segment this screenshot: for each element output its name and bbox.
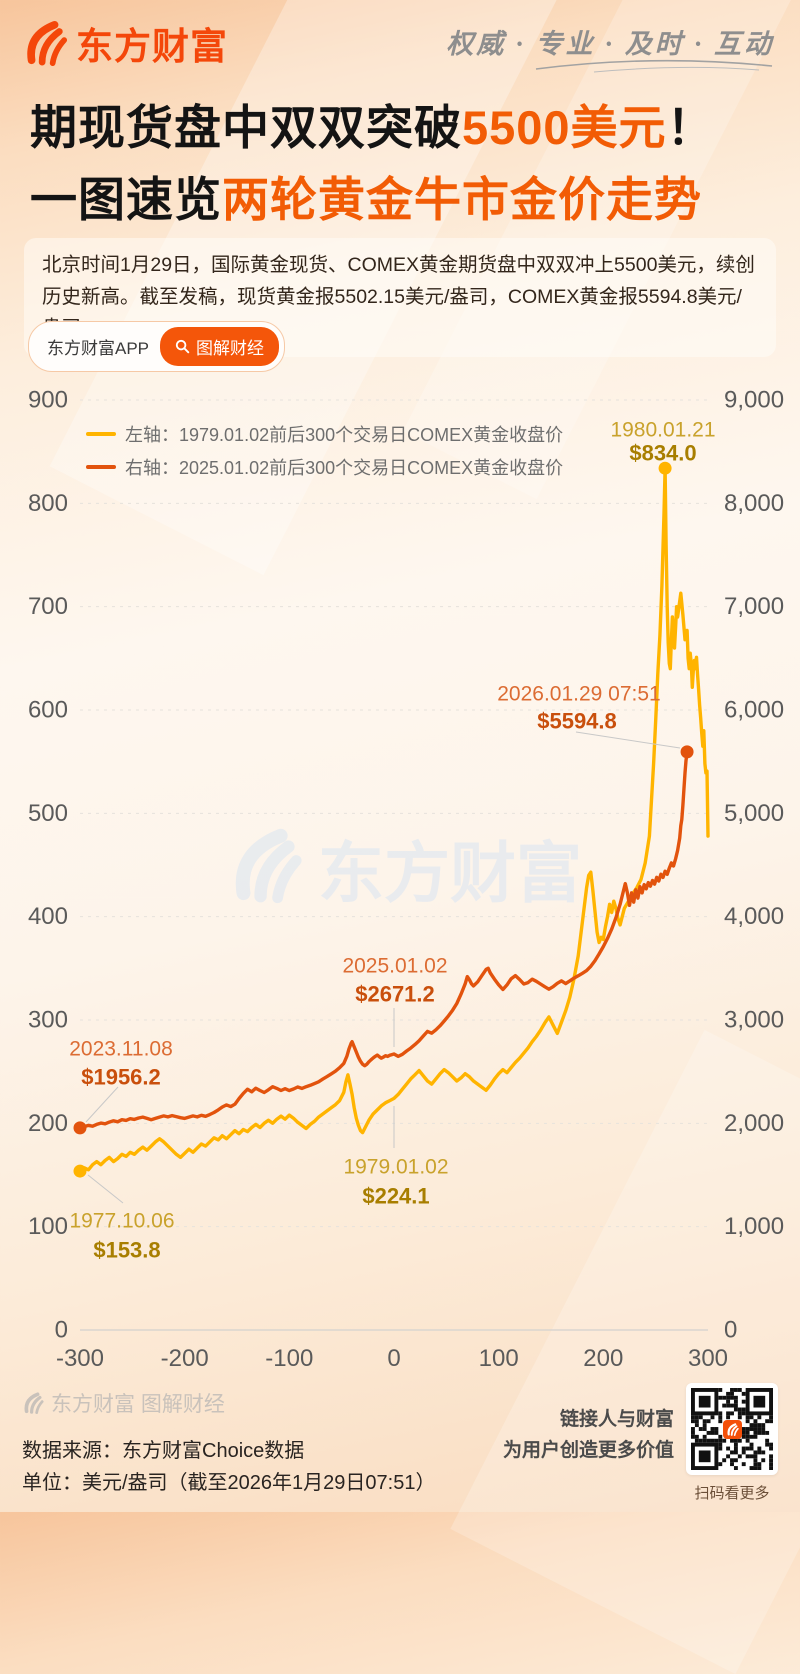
svg-text:2,000: 2,000 — [724, 1110, 784, 1137]
footer-watermark: 东方财富 图解财经 — [22, 1388, 225, 1418]
brand-name: 东方财富 — [76, 26, 228, 67]
header-brand: 东方财富 — [22, 16, 228, 70]
title-line1: 期现货盘中双双突破5500美元！ — [30, 92, 715, 164]
svg-text:200: 200 — [28, 1110, 68, 1137]
title-line2: 一图速览两轮黄金牛市金价走势 — [30, 164, 715, 236]
svg-text:900: 900 — [28, 387, 68, 414]
svg-text:0: 0 — [724, 1317, 737, 1344]
svg-text:$1956.2: $1956.2 — [81, 1065, 161, 1090]
chart-grid: 0 0 100 1,000 200 2,000 300 3,000 400 4,000 500 5,0… — [28, 387, 784, 1344]
qr-center-logo-icon — [723, 1420, 742, 1439]
svg-text:-200: -200 — [161, 1345, 209, 1372]
svg-text:100: 100 — [28, 1213, 68, 1240]
legend-label-2025: 右轴：2025.01.02前后300个交易日COMEX黄金收盘价 — [125, 458, 564, 478]
series-line-0 — [78, 466, 710, 1173]
eastmoney-logo-icon — [27, 20, 68, 66]
svg-text:9,000: 9,000 — [724, 387, 784, 414]
badge-group: 东方财富APP 图解财经 — [28, 321, 286, 372]
title-line1-black: 期现货盘中双双突破 — [30, 101, 462, 154]
title-line1-exclaim: ！ — [666, 101, 715, 154]
chart-watermark: 东方财富 — [235, 828, 582, 910]
data-point-dot — [658, 461, 672, 475]
data-source-text: 数据来源：东方财富Choice数据 — [22, 1440, 305, 1462]
legend-swatch-2025 — [86, 465, 116, 469]
eastmoney-app-badge[interactable]: 东方财富APP — [47, 339, 150, 358]
svg-text:1,000: 1,000 — [724, 1213, 784, 1240]
data-point-dot — [680, 745, 694, 759]
qr-caption: 扫码看更多 — [694, 1485, 770, 1502]
svg-text:2026.01.29 07:51: 2026.01.29 07:51 — [497, 683, 661, 706]
footer-watermark-text: 东方财富 图解财经 — [51, 1393, 225, 1416]
unit-text: 单位：美元/盎司（截至2026年1月29日07:51） — [22, 1472, 436, 1494]
annotation-20231108: 2023.11.08 $1956.2 — [69, 1038, 173, 1135]
legend-item-1979: 左轴：1979.01.02前后300个交易日COMEX黄金收盘价 — [86, 421, 563, 447]
svg-text:0: 0 — [55, 1317, 68, 1344]
series-line-1 — [78, 750, 689, 1130]
legend-item-2025: 右轴：2025.01.02前后300个交易日COMEX黄金收盘价 — [86, 454, 563, 480]
svg-text:100: 100 — [479, 1345, 519, 1372]
svg-text:4,000: 4,000 — [724, 903, 784, 930]
svg-text:700: 700 — [28, 593, 68, 620]
svg-text:300: 300 — [28, 1007, 68, 1034]
svg-text:$5594.8: $5594.8 — [537, 709, 617, 734]
title-line2-black: 一图速览 — [30, 173, 222, 226]
annotation-202601290751: 2026.01.29 07:51 $5594.8 — [497, 683, 694, 759]
svg-text:600: 600 — [28, 697, 68, 724]
legend-swatch-1979 — [86, 432, 116, 436]
chart-column-badge[interactable]: 图解财经 — [160, 327, 280, 366]
title-line2-orange: 两轮黄金牛市金价走势 — [222, 173, 702, 226]
svg-text:$2671.2: $2671.2 — [355, 982, 435, 1007]
footer-slogan-line2: 为用户创造更多价值 — [502, 1440, 674, 1461]
svg-text:7,000: 7,000 — [724, 593, 784, 620]
svg-text:500: 500 — [28, 800, 68, 827]
search-icon — [175, 339, 190, 354]
footer-slogan: 链接人与财富 为用户创造更多价值 — [503, 1404, 674, 1466]
eastmoney-logo-icon-gray — [24, 1392, 44, 1414]
annotation-19771006: 1977.10.06 $153.8 — [69, 1164, 175, 1263]
data-point-dot — [73, 1164, 87, 1178]
footer-slogan-line1: 链接人与财富 — [559, 1409, 674, 1430]
slogan-underline-swoosh — [535, 59, 773, 73]
svg-text:$153.8: $153.8 — [93, 1238, 160, 1263]
svg-text:400: 400 — [28, 903, 68, 930]
svg-text:2025.01.02: 2025.01.02 — [342, 955, 447, 978]
title-line1-orange: 5500美元 — [462, 101, 667, 154]
svg-text:1980.01.21: 1980.01.21 — [610, 419, 715, 442]
svg-text:300: 300 — [688, 1345, 728, 1372]
svg-text:800: 800 — [28, 490, 68, 517]
chart-x-axis-labels: -300 -200 -100 0 100 200 300 — [56, 1345, 728, 1372]
annotation-19800121: 1980.01.21$834.0 — [610, 419, 716, 475]
legend-label-1979: 左轴：1979.01.02前后300个交易日COMEX黄金收盘价 — [125, 425, 564, 445]
svg-text:0: 0 — [387, 1345, 400, 1372]
annotation-20250102: 2025.01.02 $2671.2 — [342, 955, 448, 1047]
svg-text:200: 200 — [583, 1345, 623, 1372]
svg-text:$834.0: $834.0 — [629, 441, 696, 466]
background-streak — [450, 1029, 800, 1674]
svg-text:3,000: 3,000 — [724, 1007, 784, 1034]
annotation-19790102: 1979.01.02 $224.1 — [343, 1106, 449, 1209]
svg-text:2023.11.08: 2023.11.08 — [69, 1038, 173, 1061]
svg-text:8,000: 8,000 — [724, 490, 784, 517]
svg-text:5,000: 5,000 — [724, 800, 784, 827]
svg-text:-300: -300 — [56, 1345, 104, 1372]
svg-text:1979.01.02: 1979.01.02 — [343, 1156, 448, 1179]
header-slogan: 权威 · 专业 · 及时 · 互动 — [446, 29, 774, 59]
data-point-dot — [73, 1121, 87, 1135]
page-title: 期现货盘中双双突破5500美元！ 一图速览两轮黄金牛市金价走势 — [30, 92, 715, 236]
svg-text:-100: -100 — [265, 1345, 313, 1372]
svg-text:$224.1: $224.1 — [362, 1184, 429, 1209]
svg-text:6,000: 6,000 — [724, 697, 784, 724]
svg-text:东方财富: 东方财富 — [318, 836, 582, 910]
svg-text:1977.10.06: 1977.10.06 — [69, 1210, 174, 1233]
badge-label: 图解财经 — [196, 339, 265, 358]
